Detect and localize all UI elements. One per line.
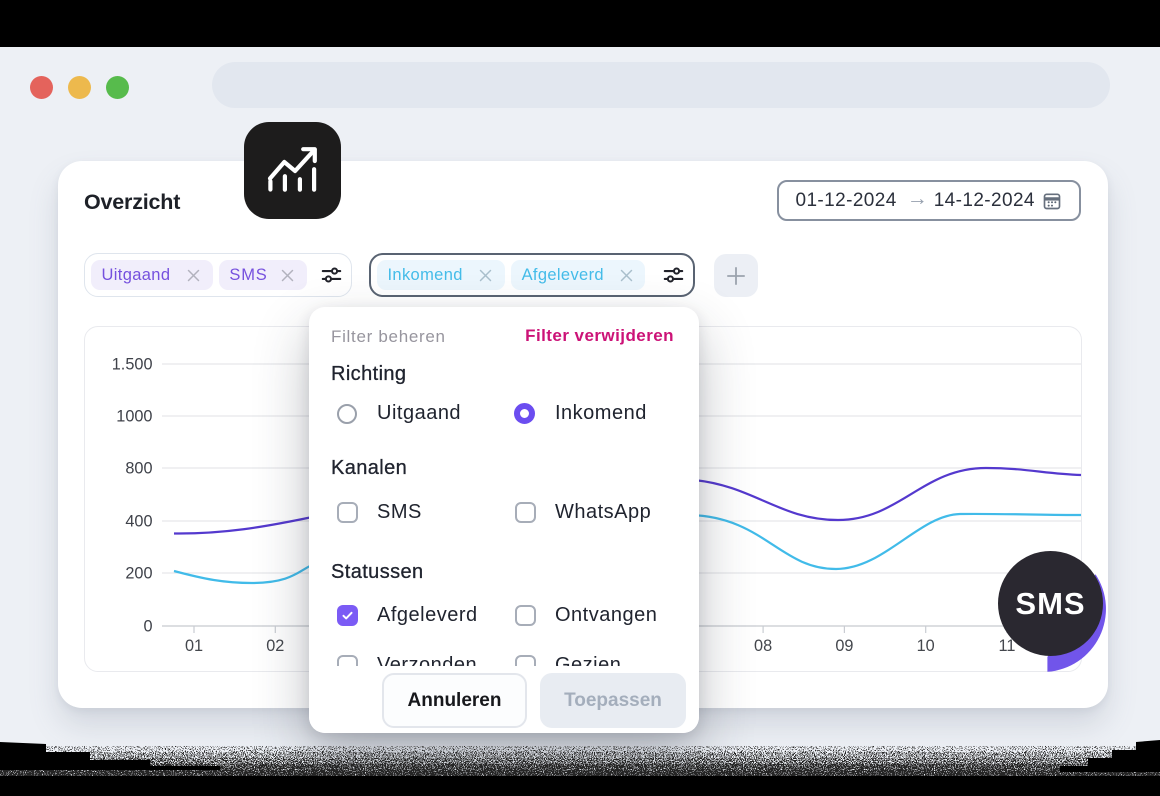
- svg-text:1000: 1000: [116, 408, 152, 426]
- svg-text:02: 02: [266, 637, 284, 655]
- svg-text:200: 200: [125, 565, 152, 583]
- svg-text:01: 01: [185, 637, 203, 655]
- svg-text:800: 800: [125, 460, 152, 478]
- svg-text:10: 10: [917, 637, 935, 655]
- svg-text:09: 09: [835, 637, 853, 655]
- svg-text:08: 08: [754, 637, 772, 655]
- svg-text:1.500: 1.500: [112, 356, 153, 374]
- svg-text:11: 11: [999, 637, 1016, 655]
- svg-text:400: 400: [125, 513, 152, 531]
- svg-text:0: 0: [143, 618, 152, 636]
